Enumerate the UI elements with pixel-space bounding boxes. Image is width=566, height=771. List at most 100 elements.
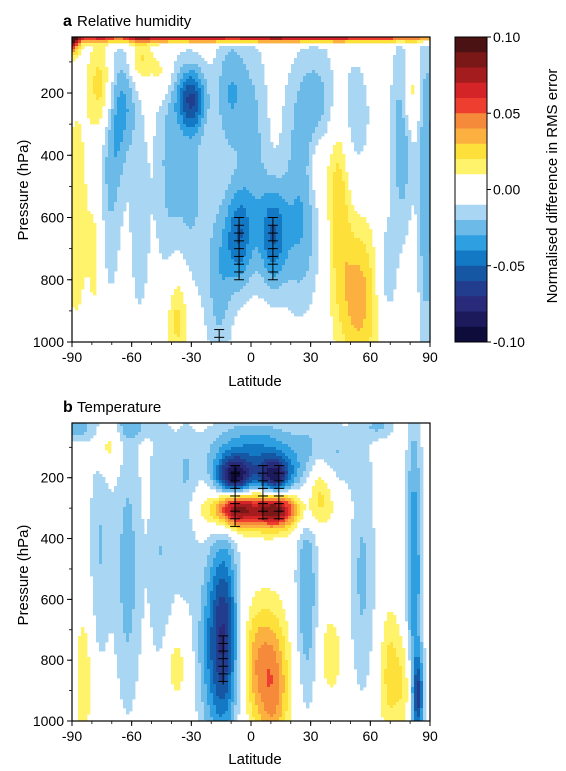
- field-cell-a: [195, 178, 199, 182]
- field-cell-a: [402, 208, 406, 212]
- field-cell-a: [201, 73, 205, 77]
- field-cell-a: [258, 79, 262, 83]
- field-cell-a: [90, 100, 94, 104]
- field-cell-a: [243, 166, 247, 170]
- field-cell-a: [309, 76, 313, 80]
- field-cell-a: [423, 79, 427, 83]
- field-cell-a: [363, 127, 367, 131]
- field-cell-a: [423, 46, 427, 50]
- field-cell-a: [126, 79, 130, 83]
- field-cell-a: [219, 151, 223, 155]
- field-cell-a: [420, 67, 424, 71]
- panel-relative-humidity: a Relative humidity -90 -60 -30 0 30 60 902004…: [15, 13, 438, 390]
- field-cell-a: [138, 187, 142, 191]
- field-cell-a: [126, 145, 130, 149]
- field-cell-a: [300, 94, 304, 98]
- field-cell-a: [423, 124, 427, 128]
- field-cell-a: [408, 181, 412, 185]
- field-cell-a: [267, 175, 271, 179]
- field-cell-a: [294, 181, 298, 185]
- field-cell-a: [162, 145, 166, 149]
- field-cell-a: [135, 61, 139, 65]
- field-cell-a: [300, 58, 304, 62]
- field-cell-a: [141, 118, 145, 122]
- field-cell-a: [297, 157, 301, 161]
- field-cell-a: [264, 211, 268, 215]
- field-cell-a: [117, 166, 121, 170]
- field-cell-a: [231, 172, 235, 176]
- field-cell-a: [210, 184, 214, 188]
- field-cell-a: [177, 118, 181, 122]
- field-cell-a: [339, 169, 343, 173]
- field-cell-a: [213, 199, 217, 203]
- field-cell-a: [168, 196, 172, 200]
- field-cell-a: [201, 127, 205, 131]
- field-cell-a: [93, 100, 97, 104]
- field-cell-a: [126, 178, 130, 182]
- field-cell-a: [402, 190, 406, 194]
- field-cell-a: [147, 55, 151, 59]
- field-cell-a: [213, 163, 217, 167]
- field-cell-a: [162, 157, 166, 161]
- field-cell-a: [144, 151, 148, 155]
- field-cell-a: [168, 193, 172, 197]
- field-cell-a: [108, 160, 112, 164]
- field-cell-a: [231, 142, 235, 146]
- field-cell-a: [360, 103, 364, 107]
- field-cell-a: [210, 205, 214, 209]
- field-cell-a: [423, 178, 427, 182]
- field-cell-a: [207, 142, 211, 146]
- field-cell-a: [231, 118, 235, 122]
- field-cell-a: [216, 58, 220, 62]
- field-cell-a: [300, 70, 304, 74]
- field-cell-a: [189, 139, 193, 143]
- field-cell-a: [225, 193, 229, 197]
- field-cell-a: [321, 55, 325, 59]
- field-cell-a: [309, 151, 313, 155]
- field-cell-a: [168, 115, 172, 119]
- field-cell-a: [423, 118, 427, 122]
- field-cell-a: [363, 124, 367, 128]
- field-cell-a: [189, 214, 193, 218]
- field-cell-a: [144, 214, 148, 218]
- field-cell-a: [297, 163, 301, 167]
- field-cell-a: [420, 100, 424, 104]
- field-cell-a: [174, 103, 178, 107]
- field-cell-a: [303, 112, 307, 116]
- field-cell-a: [144, 37, 148, 41]
- field-cell-a: [276, 163, 280, 167]
- field-cell-a: [195, 100, 199, 104]
- field-cell-a: [279, 157, 283, 161]
- field-cell-a: [345, 208, 349, 212]
- field-cell-a: [213, 172, 217, 176]
- field-cell-a: [330, 181, 334, 185]
- field-cell-a: [315, 124, 319, 128]
- field-cell-a: [321, 70, 325, 74]
- field-cell-a: [144, 178, 148, 182]
- field-cell-a: [291, 136, 295, 140]
- field-cell-a: [162, 133, 166, 137]
- field-cell-a: [129, 100, 133, 104]
- field-cell-a: [102, 190, 106, 194]
- field-cell-a: [393, 109, 397, 113]
- field-cell-a: [159, 70, 163, 74]
- field-cell-a: [393, 67, 397, 71]
- field-cell-a: [327, 118, 331, 122]
- field-cell-a: [237, 103, 241, 107]
- field-cell-a: [222, 37, 226, 41]
- field-cell-a: [192, 118, 196, 122]
- field-cell-a: [177, 55, 181, 59]
- field-cell-a: [183, 154, 187, 158]
- field-cell-a: [333, 154, 337, 158]
- field-cell-a: [402, 52, 406, 56]
- field-cell-a: [411, 151, 415, 155]
- field-cell-a: [303, 199, 307, 203]
- field-cell-a: [420, 187, 424, 191]
- field-cell-a: [423, 181, 427, 185]
- field-cell-a: [291, 211, 295, 215]
- field-cell-a: [198, 154, 202, 158]
- field-cell-a: [108, 151, 112, 155]
- field-cell-a: [276, 187, 280, 191]
- field-cell-a: [228, 115, 232, 119]
- field-cell-a: [249, 202, 253, 206]
